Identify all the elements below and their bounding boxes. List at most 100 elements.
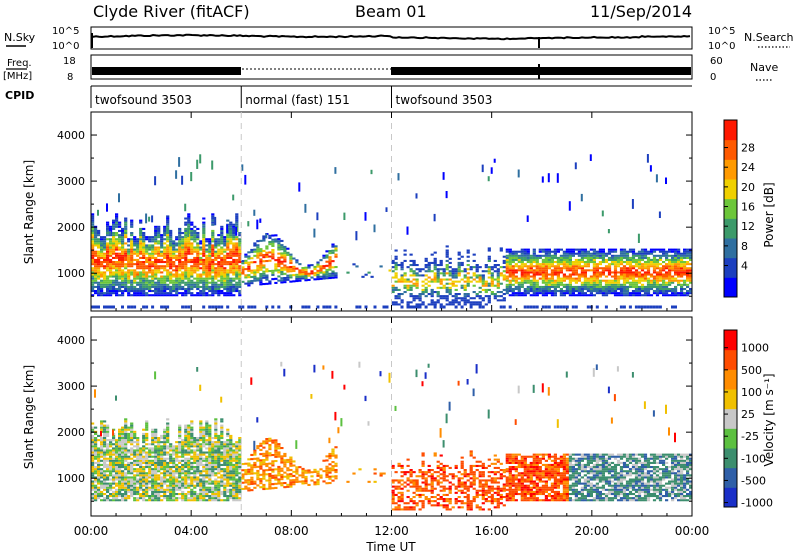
cpid-segment-label: twofsound 3503 [95, 93, 192, 107]
range-gate-cell [601, 269, 605, 272]
freq-tick-bottom: 8 [67, 72, 73, 83]
range-gate-cell [118, 484, 122, 487]
range-gate-cell [208, 466, 212, 469]
range-gate-cell [112, 223, 116, 226]
range-gate-cell [460, 270, 464, 273]
range-gate-cell [103, 437, 107, 440]
range-gate-cell [169, 229, 173, 232]
range-gate-cell [382, 305, 386, 309]
range-gate-cell [631, 294, 636, 297]
range-gate-cell [223, 288, 227, 291]
range-gate-cell [454, 272, 458, 275]
range-gate-cell [199, 277, 203, 280]
range-gate-cell [508, 288, 512, 291]
range-gate-cell [103, 240, 107, 243]
range-gate-cell [130, 258, 134, 261]
range-gate-cell [166, 466, 170, 469]
range-gate-cell [589, 256, 593, 259]
range-gate-cell [187, 269, 191, 272]
range-gate-cell [163, 234, 167, 237]
range-gate-cell [298, 182, 301, 192]
range-gate-cell [535, 269, 539, 272]
range-gate-cell [112, 490, 116, 493]
range-gate-cell [133, 484, 137, 487]
range-gate-cell [178, 232, 182, 235]
range-gate-cell [112, 240, 116, 243]
range-gate-cell [535, 294, 539, 297]
range-gate-cell [445, 268, 449, 271]
range-gate-cell [115, 443, 119, 446]
range-gate-cell [154, 265, 158, 268]
range-gate-cell [607, 258, 612, 261]
range-gate-cell [106, 252, 110, 255]
range-gate-cell [217, 294, 221, 297]
range-gate-cell [683, 267, 687, 270]
range-gate-cell [202, 499, 206, 502]
range-gate-cell [223, 277, 227, 280]
range-gate-cell [190, 281, 194, 284]
range-gate-cell [175, 476, 179, 479]
range-gate-cell [553, 254, 557, 257]
range-gate-cell [406, 278, 410, 281]
range-gate-cell [103, 459, 107, 462]
range-gate-cell [208, 434, 212, 437]
range-gate-cell [634, 263, 639, 266]
range-gate-cell [577, 288, 581, 291]
range-gate-cell [178, 236, 182, 239]
range-gate-cell [514, 277, 518, 280]
range-gate-cell [145, 478, 149, 481]
range-gate-cell [532, 254, 536, 257]
y-tick-label: 3000 [57, 175, 85, 188]
range-gate-cell [157, 482, 161, 485]
range-gate-cell [424, 295, 428, 298]
range-gate-cell [142, 232, 146, 235]
range-gate-cell [301, 269, 305, 272]
range-gate-cell [97, 453, 101, 456]
range-gate-cell [214, 238, 218, 241]
range-gate-cell [655, 275, 660, 278]
range-gate-cell [628, 277, 633, 280]
range-gate-cell [214, 271, 218, 274]
range-gate-cell [580, 275, 584, 278]
range-gate-cell [172, 248, 176, 251]
range-gate-cell [130, 449, 134, 452]
range-gate-cell [181, 246, 185, 249]
range-gate-cell [142, 497, 146, 500]
range-gate-cell [97, 466, 101, 469]
range-gate-cell [547, 273, 551, 276]
range-gate-cell [106, 466, 110, 469]
range-gate-cell [220, 290, 224, 293]
range-gate-cell [595, 263, 599, 266]
range-gate-cell [115, 495, 119, 498]
range-gate-cell [166, 246, 170, 249]
range-gate-cell [172, 461, 176, 464]
range-gate-cell [139, 250, 143, 253]
range-gate-cell [145, 443, 149, 446]
range-gate-cell [532, 294, 536, 297]
range-gate-cell [154, 441, 158, 444]
range-gate-cell [544, 254, 548, 257]
range-gate-cell [160, 499, 164, 502]
range-gate-cell [316, 278, 320, 281]
range-gate-cell [619, 294, 624, 297]
range-gate-cell [106, 281, 110, 284]
range-gate-cell [686, 290, 690, 293]
range-gate-cell [145, 256, 149, 259]
range-gate-cell [223, 470, 227, 473]
range-gate-cell [109, 261, 113, 264]
range-gate-cell [154, 250, 158, 253]
range-gate-cell [202, 428, 206, 431]
range-gate-cell [662, 279, 666, 282]
range-gate-cell [668, 277, 672, 280]
range-gate-cell [214, 254, 218, 257]
range-gate-cell [529, 294, 533, 297]
range-gate-cell [511, 265, 515, 268]
range-gate-cell [577, 279, 581, 282]
range-gate-cell [226, 236, 230, 239]
range-gate-cell [148, 236, 152, 239]
range-gate-cell [211, 240, 215, 243]
range-gate-cell [154, 294, 158, 297]
range-gate-cell [463, 274, 467, 277]
range-gate-cell [598, 273, 602, 276]
range-gate-cell [226, 468, 230, 471]
